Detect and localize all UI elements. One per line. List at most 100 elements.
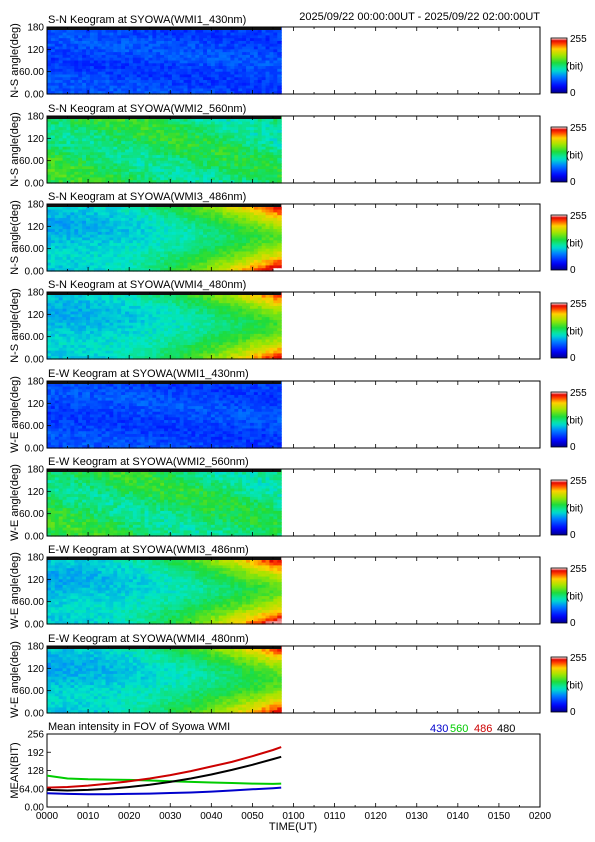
y-axis-label: N-S angle(deg) <box>9 288 21 363</box>
y-tick-label: 60.00 <box>19 67 44 78</box>
y-tick-label: 192 <box>27 748 44 759</box>
y-tick-label: 180 <box>27 23 44 34</box>
y-tick-label: 0.00 <box>25 620 45 631</box>
keogram-panel-3: S-N Keogram at SYOWA(WMI3_486nm) 180 120 60… <box>9 191 587 278</box>
colorbar-max-label: 255 <box>570 299 587 310</box>
colorbar-min-label: 0 <box>570 177 576 188</box>
keogram-title: E-W Keogram at SYOWA(WMI1_430nm) <box>48 368 249 380</box>
x-tick-label: 0000 <box>36 811 59 822</box>
colorbar-min-label: 0 <box>570 442 576 453</box>
y-tick-label: 180 <box>27 465 44 476</box>
x-tick-label: 0020 <box>118 811 141 822</box>
y-tick-label: 120 <box>27 487 44 498</box>
y-axis-label: W-E angle(deg) <box>9 464 21 541</box>
y-axis-label: MEAN(BIT) <box>9 742 21 798</box>
y-tick-label: 120 <box>27 310 44 321</box>
keogram-heatmap <box>47 557 282 625</box>
time-range-header: 2025/09/22 00:00:00UT - 2025/09/22 02:00… <box>299 11 540 23</box>
colorbar <box>550 567 568 624</box>
keogram-title: E-W Keogram at SYOWA(WMI2_560nm) <box>48 456 249 468</box>
y-axis-label: W-E angle(deg) <box>9 552 21 629</box>
series-line-430 <box>46 786 282 796</box>
colorbar <box>550 302 568 359</box>
y-axis-label: N-S angle(deg) <box>9 112 21 187</box>
y-axis-label: W-E angle(deg) <box>9 376 21 453</box>
colorbar-min-label: 0 <box>570 88 576 99</box>
legend-430: 430 <box>430 723 448 735</box>
y-tick-label: 120 <box>27 664 44 675</box>
y-tick-label: 180 <box>27 553 44 564</box>
colorbar-min-label: 0 <box>570 353 576 364</box>
x-tick-label: 0040 <box>200 811 223 822</box>
keogram-heatmap <box>47 204 282 272</box>
colorbar <box>550 656 568 713</box>
y-tick-label: 120 <box>27 134 44 145</box>
keogram-heatmap <box>47 469 282 537</box>
y-tick-label: 0.00 <box>25 532 45 543</box>
colorbar <box>550 37 568 94</box>
legend-486: 486 <box>474 723 492 735</box>
y-tick-label: 120 <box>27 575 44 586</box>
y-tick-label: 256 <box>27 730 44 741</box>
keogram-panel-1: S-N Keogram at SYOWA(WMI1_430nm) 180 120 60… <box>9 14 587 101</box>
x-tick-label: 0030 <box>159 811 182 822</box>
colorbar-min-label: 0 <box>570 707 576 718</box>
colorbar-unit-label: (bit) <box>566 681 583 692</box>
colorbar-unit-label: (bit) <box>566 62 583 73</box>
colorbar-unit-label: (bit) <box>566 239 583 250</box>
y-axis-label: N-S angle(deg) <box>9 23 21 98</box>
colorbar <box>550 391 568 448</box>
colorbar-min-label: 0 <box>570 530 576 541</box>
y-tick-label: 120 <box>27 399 44 410</box>
colorbar-max-label: 255 <box>570 123 587 134</box>
x-tick-label: 0100 <box>282 811 305 822</box>
keogram-title: E-W Keogram at SYOWA(WMI4_480nm) <box>48 633 249 645</box>
y-axis-label: W-E angle(deg) <box>9 641 21 718</box>
y-tick-label: 180 <box>27 377 44 388</box>
y-axis-label: N-S angle(deg) <box>9 200 21 275</box>
colorbar <box>550 479 568 536</box>
colorbar-unit-label: (bit) <box>566 592 583 603</box>
keogram-heatmap <box>47 27 282 95</box>
keogram-panel-4: S-N Keogram at SYOWA(WMI4_480nm) 180 120 60… <box>9 279 587 366</box>
keogram-heatmap <box>47 646 282 714</box>
series-line-480 <box>46 755 282 792</box>
colorbar-min-label: 0 <box>570 618 576 629</box>
colorbar <box>550 214 568 271</box>
keogram-panel-8: E-W Keogram at SYOWA(WMI4_480nm) 180 120 60… <box>9 633 587 720</box>
y-tick-label: 60.00 <box>19 244 44 255</box>
keogram-panel-7: E-W Keogram at SYOWA(WMI3_486nm) 180 120 60… <box>9 544 587 631</box>
y-tick-label: 64.00 <box>19 784 44 795</box>
y-tick-label: 60.00 <box>19 509 44 520</box>
keogram-heatmap <box>47 116 282 184</box>
y-tick-label: 0.00 <box>25 90 45 101</box>
y-tick-label: 0.00 <box>25 709 45 720</box>
y-tick-label: 60.00 <box>19 332 44 343</box>
keogram-panel-2: S-N Keogram at SYOWA(WMI2_560nm) 180 120 60… <box>9 103 587 190</box>
colorbar-max-label: 255 <box>570 653 587 664</box>
colorbar-max-label: 255 <box>570 34 587 45</box>
legend-480: 480 <box>497 723 515 735</box>
y-tick-label: 120 <box>27 45 44 56</box>
y-tick-label: 180 <box>27 642 44 653</box>
keogram-title: E-W Keogram at SYOWA(WMI3_486nm) <box>48 544 249 556</box>
colorbar-unit-label: (bit) <box>566 327 583 338</box>
x-tick-label: 0120 <box>365 811 388 822</box>
y-tick-label: 60.00 <box>19 156 44 167</box>
colorbar-max-label: 255 <box>570 476 587 487</box>
keogram-panel-6: E-W Keogram at SYOWA(WMI2_560nm) 180 120 60… <box>9 456 587 543</box>
x-tick-label: 0110 <box>324 811 346 822</box>
y-tick-label: 60.00 <box>19 597 44 608</box>
colorbar-unit-label: (bit) <box>566 416 583 427</box>
x-tick-label: 0200 <box>529 811 552 822</box>
x-tick-label: 0130 <box>406 811 429 822</box>
colorbar-unit-label: (bit) <box>566 504 583 515</box>
colorbar <box>550 126 568 183</box>
y-tick-label: 128 <box>27 766 44 777</box>
x-axis-label: TIME(UT) <box>269 821 317 833</box>
y-tick-label: 60.00 <box>19 686 44 697</box>
series-line-486 <box>46 746 282 789</box>
y-tick-label: 180 <box>27 112 44 123</box>
y-tick-label: 180 <box>27 288 44 299</box>
